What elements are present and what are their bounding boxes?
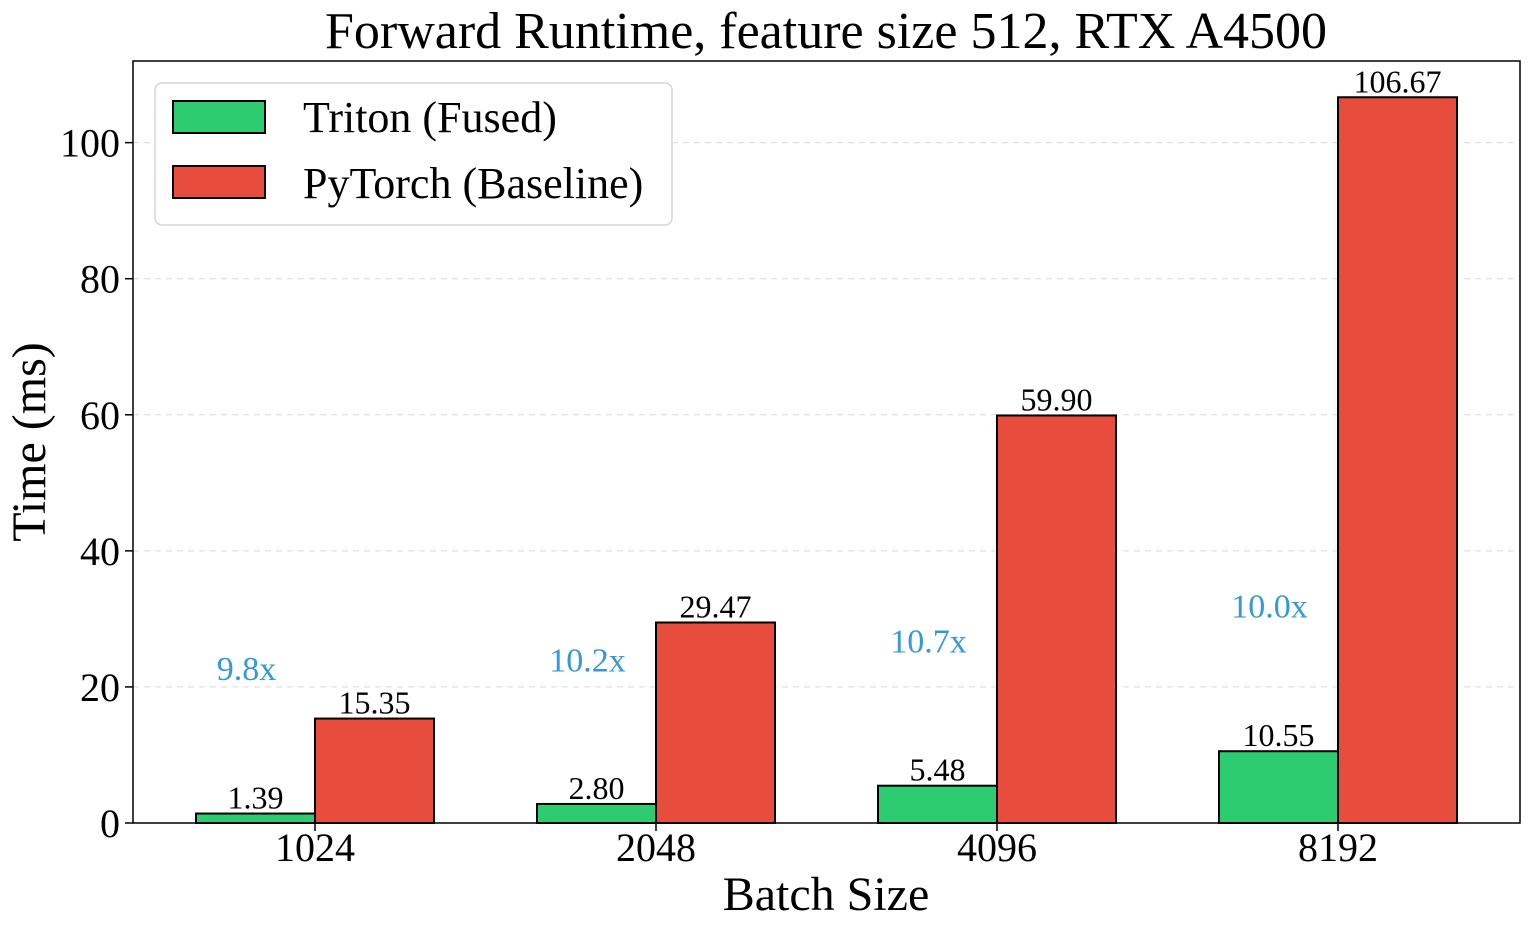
legend-swatch-pytorch — [172, 165, 266, 199]
speedup-label: 10.0x — [1231, 588, 1308, 625]
bar-pytorch — [996, 414, 1117, 824]
y-tick-label: 0 — [100, 801, 120, 846]
bar-triton — [877, 784, 998, 825]
bars — [195, 96, 1458, 825]
y-tick-label: 60 — [80, 393, 120, 438]
speedup-label: 10.7x — [890, 624, 967, 661]
value-labels: 1.39 2.80 5.48 10.55 15.35 29.47 59.90 106.67 — [228, 63, 1442, 815]
x-axis: 1024 2048 4096 8192 — [275, 823, 1378, 870]
bar-value-label: 10.55 — [1243, 717, 1315, 753]
bar-value-label: 1.39 — [228, 780, 284, 816]
bar-value-label: 15.35 — [339, 685, 411, 721]
bar-triton — [536, 802, 657, 825]
legend: Triton (Fused) PyTorch (Baseline) — [154, 82, 673, 226]
bar-value-label: 106.67 — [1354, 63, 1442, 99]
legend-box — [154, 82, 673, 226]
bar-value-label: 5.48 — [910, 752, 966, 788]
y-tick-label: 80 — [80, 257, 120, 302]
x-tick-label: 4096 — [957, 825, 1037, 870]
y-tick-label: 20 — [80, 665, 120, 710]
bar-pytorch — [655, 621, 776, 825]
y-tick-label: 40 — [80, 529, 120, 574]
chart-title: Forward Runtime, feature size 512, RTX A… — [325, 3, 1327, 60]
bar-pytorch — [1337, 96, 1458, 824]
x-tick-label: 8192 — [1298, 825, 1378, 870]
legend-label-triton: Triton (Fused) — [303, 93, 557, 142]
bar-value-label: 29.47 — [680, 588, 752, 624]
y-axis: 0 20 40 60 80 100 — [60, 121, 133, 846]
speedup-annotations: 9.8x 10.2x 10.7x 10.0x — [217, 588, 1308, 688]
y-tick-label: 100 — [60, 121, 120, 166]
y-axis-label: Time (ms) — [3, 342, 56, 542]
x-tick-label: 2048 — [616, 825, 696, 870]
bar-pytorch — [314, 717, 435, 825]
x-tick-label: 1024 — [275, 825, 355, 870]
plot-frame — [132, 60, 1521, 824]
legend-label-pytorch: PyTorch (Baseline) — [303, 159, 643, 208]
legend-swatch-triton — [172, 100, 266, 134]
speedup-label: 9.8x — [217, 651, 277, 688]
bar-value-label: 2.80 — [569, 770, 625, 806]
bar-value-label: 59.90 — [1021, 381, 1093, 417]
speedup-label: 10.2x — [549, 643, 626, 680]
bar-triton — [1218, 750, 1339, 825]
x-axis-label: Batch Size — [723, 868, 930, 921]
